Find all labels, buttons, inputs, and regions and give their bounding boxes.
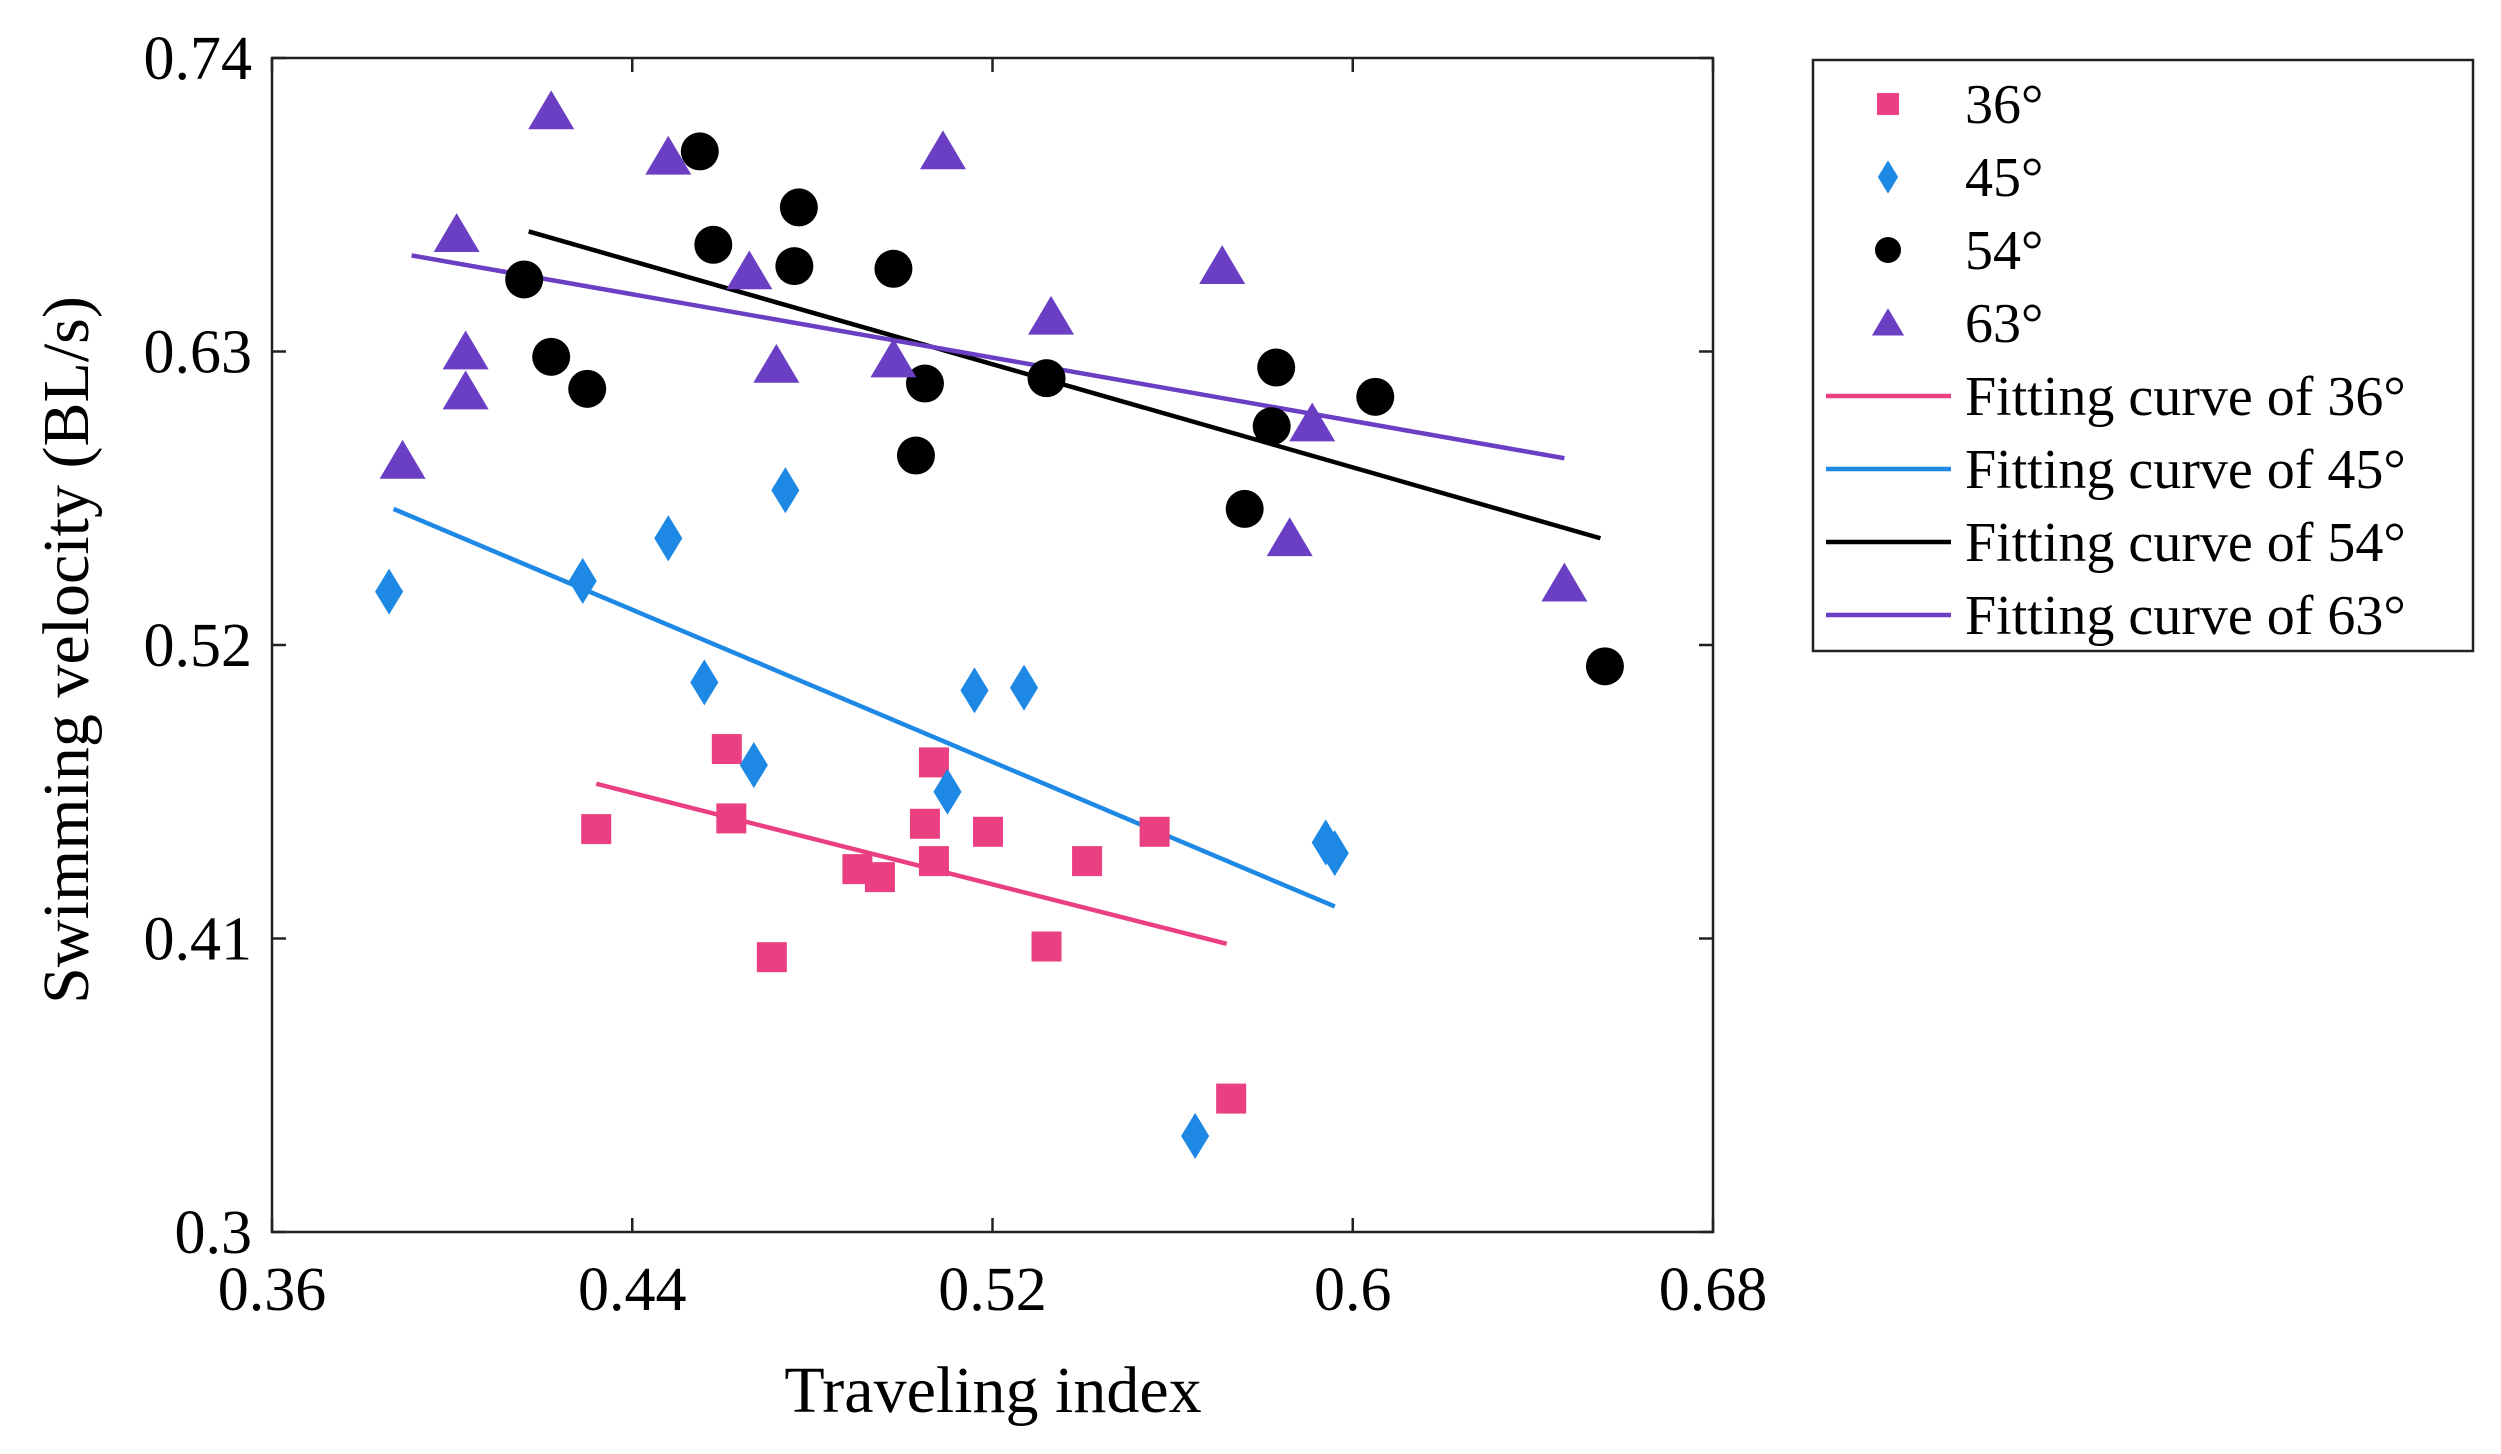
data-point-triangle [433,213,480,252]
data-point-triangle [442,330,489,370]
data-point-circle [1027,359,1066,398]
data-point-circle [1356,377,1395,416]
data-point-square [716,803,747,834]
data-point-square [711,734,742,765]
data-point-square [756,942,787,973]
data-point-diamond [568,557,597,605]
legend-box [1811,58,2475,653]
data-point-circle [694,225,733,264]
data-point-triangle [870,338,917,378]
data-point-square [918,747,949,778]
x-tick-label: 0.36 [218,1256,327,1324]
data-point-square [1216,1083,1247,1114]
data-point-diamond [771,467,800,514]
data-point-circle [905,364,944,403]
data-point-triangle [645,135,692,175]
x-axis-label: Traveling index [784,1354,1201,1427]
data-point-circle [680,132,719,171]
data-point-triangle [1541,562,1588,602]
data-point-square [918,846,949,877]
x-tick-label: 0.6 [1314,1256,1392,1324]
legend-marker-triangle [1871,308,1905,336]
data-point-circle [896,436,935,475]
plot-background [272,58,1713,1232]
data-point-square [1031,931,1062,962]
data-point-circle [1252,407,1291,446]
data-point-diamond [739,742,768,789]
x-tick-label: 0.52 [938,1256,1047,1324]
legend-label: Fitting curve of 63° [1965,585,2406,647]
data-point-diamond [375,568,404,615]
legend-label: Fitting curve of 36° [1965,366,2406,428]
plot-area [272,58,1713,1232]
fit-lines [392,229,1602,947]
data-point-circle [568,369,607,408]
legend-marker-circle [1875,237,1901,263]
data-point-square [1072,846,1103,877]
data-point-diamond [654,515,683,562]
data-point-diamond [933,768,962,815]
legend: 36° 45° 54° 63° Fitting curve of 36° Fitting … [1811,58,2475,653]
data-point-square [972,816,1003,847]
data-point-triangle [1199,245,1246,284]
legend-label: Fitting curve of 54° [1965,512,2406,574]
data-point-triangle [753,343,800,383]
data-point-square [581,814,612,845]
data-point-triangle [1266,517,1313,557]
y-tick-label: 0.63 [144,319,253,387]
legend-label: Fitting curve of 45° [1965,439,2406,501]
legend-label: 36° [1965,74,2043,136]
data-point-diamond [1009,664,1039,711]
series-circle [505,132,1624,686]
data-point-triangle [1289,402,1336,442]
data-point-circle [532,337,571,376]
data-point-triangle [379,439,426,479]
y-tick-label: 0.74 [144,25,253,93]
data-point-circle [1225,489,1264,528]
y-tick-label: 0.3 [175,1199,253,1267]
x-tick-label: 0.68 [1659,1256,1768,1324]
data-point-square [864,862,895,893]
fit-line-2 [392,506,1336,909]
data-points [375,90,1624,1159]
legend-marker-square [1877,93,1899,115]
data-point-triangle [442,370,489,410]
legend-marker-diamond [1877,160,1899,194]
y-tick-label: 0.41 [144,906,253,974]
data-point-circle [1257,348,1296,387]
x-tick-label: 0.44 [578,1256,687,1324]
y-tick-label: 0.52 [144,612,253,680]
data-point-diamond [960,667,989,714]
data-point-circle [775,247,814,286]
data-point-circle [505,260,544,299]
series-diamond [375,467,1349,1159]
data-point-circle [779,188,818,227]
legend-label: 63° [1965,293,2043,355]
data-point-diamond [690,659,719,706]
data-point-triangle [919,130,966,170]
axes: 0.36 0.44 0.52 0.6 0.68 0.3 0.41 0.52 0.63 0.74 [144,25,1768,1324]
data-point-triangle [726,250,773,290]
fit-line-3 [528,229,1602,541]
series-square [581,734,1247,1114]
data-point-square [909,808,940,839]
data-point-triangle [1028,295,1075,335]
legend-label: 54° [1965,220,2043,282]
data-point-triangle [528,90,575,130]
data-point-square [1139,816,1170,847]
y-axis-label: Swimming velocity (BL/s) [30,296,103,1004]
series-triangle [379,90,1588,602]
fit-line-1 [595,781,1228,947]
data-point-circle [1585,647,1624,686]
fit-line-4 [411,253,1565,461]
legend-label: 45° [1965,147,2043,209]
data-point-circle [874,249,913,288]
data-point-diamond [1181,1112,1210,1159]
data-point-diamond [1320,830,1349,877]
